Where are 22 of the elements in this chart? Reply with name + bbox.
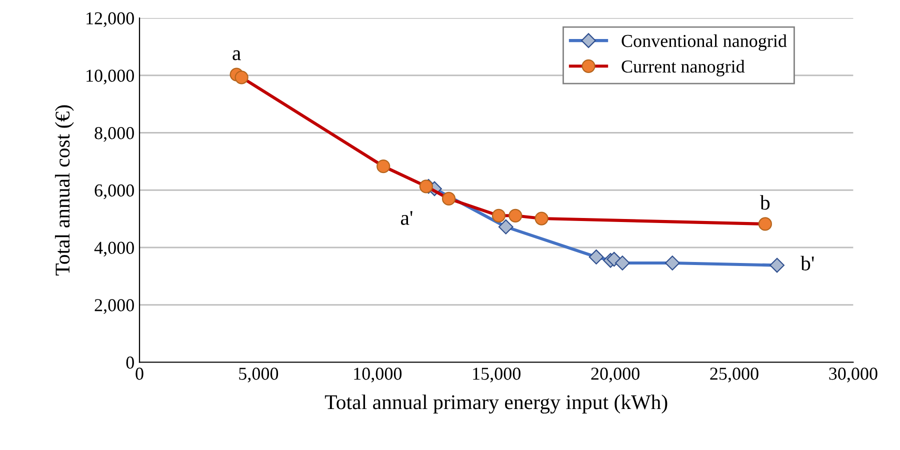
x-tick-label: 15,000 bbox=[473, 368, 520, 382]
annotation: b bbox=[760, 195, 770, 210]
y-tick-label: 12,000 bbox=[86, 12, 134, 28]
y-tick-label: 2,000 bbox=[94, 299, 134, 314]
annotation: b' bbox=[800, 256, 814, 270]
x-tick-label: 30,000 bbox=[829, 368, 878, 382]
y-axis-title: Total annual cost (€) bbox=[54, 105, 74, 276]
annotation: a' bbox=[400, 211, 412, 225]
legend-label: Current nanogrid bbox=[622, 60, 745, 76]
x-axis-title: Total annual primary energy input (kWh) bbox=[324, 394, 668, 414]
x-tick-label: 25,000 bbox=[710, 368, 758, 382]
x-tick-label: 0 bbox=[136, 368, 144, 380]
y-tick-label: 8,000 bbox=[94, 127, 134, 142]
x-tick-label: 20,000 bbox=[591, 368, 640, 382]
annotation: a bbox=[232, 50, 241, 60]
x-tick-label: 5,000 bbox=[239, 368, 278, 382]
x-tick-label: 10,000 bbox=[354, 368, 402, 382]
legend-label: Conventional nanogrid bbox=[622, 34, 787, 51]
y-tick-label: 0 bbox=[126, 356, 134, 369]
y-tick-label: 10,000 bbox=[86, 70, 134, 84]
y-tick-label: 6,000 bbox=[94, 184, 134, 200]
y-tick-label: 4,000 bbox=[94, 242, 134, 257]
